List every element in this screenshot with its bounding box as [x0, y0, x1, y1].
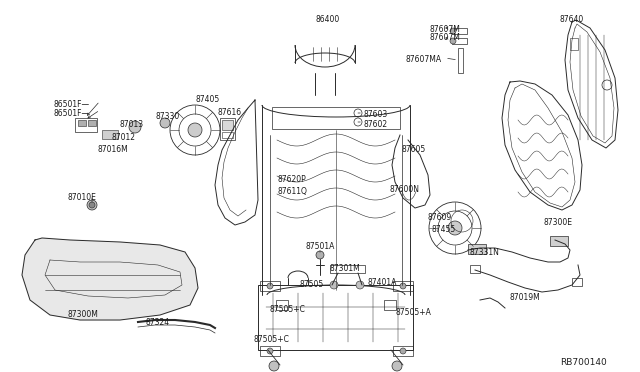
Text: 87455: 87455 — [432, 225, 456, 234]
Circle shape — [129, 121, 141, 133]
Bar — [393, 281, 413, 291]
Circle shape — [392, 361, 402, 371]
Circle shape — [316, 251, 324, 259]
Text: 87019M: 87019M — [510, 293, 541, 302]
Text: 87611Q: 87611Q — [278, 187, 308, 196]
Text: 87505+A: 87505+A — [395, 308, 431, 317]
Text: 87600N: 87600N — [390, 185, 420, 194]
Bar — [272, 107, 400, 129]
Bar — [220, 118, 235, 140]
Text: 86501F—: 86501F— — [53, 100, 89, 109]
Bar — [222, 132, 233, 138]
Text: 86501F—: 86501F— — [53, 109, 89, 118]
Text: 86400: 86400 — [315, 15, 339, 24]
Text: 87505+C: 87505+C — [270, 305, 306, 314]
Text: 87505+C: 87505+C — [253, 335, 289, 344]
Bar — [458, 48, 463, 73]
Text: 87620P: 87620P — [278, 175, 307, 184]
Text: 87324: 87324 — [145, 318, 169, 327]
Text: 87405: 87405 — [195, 95, 220, 104]
Text: 87603: 87603 — [363, 110, 387, 119]
Bar — [260, 346, 280, 356]
Bar — [384, 300, 396, 310]
Circle shape — [400, 283, 406, 289]
Text: 87505: 87505 — [300, 280, 324, 289]
Circle shape — [267, 283, 273, 289]
Circle shape — [450, 28, 456, 34]
Text: 87616: 87616 — [218, 108, 242, 117]
Bar — [570, 38, 578, 50]
Text: 87602: 87602 — [363, 120, 387, 129]
Circle shape — [448, 221, 462, 235]
Circle shape — [87, 200, 97, 210]
Circle shape — [356, 281, 364, 289]
Circle shape — [89, 202, 95, 208]
Bar — [276, 300, 288, 310]
Text: 87331N: 87331N — [470, 248, 500, 257]
Bar — [78, 120, 86, 126]
Circle shape — [269, 361, 279, 371]
Text: 87501A: 87501A — [305, 242, 334, 251]
Text: 87640: 87640 — [560, 15, 584, 24]
Bar — [258, 285, 413, 350]
Text: 87012: 87012 — [112, 133, 136, 142]
Bar — [75, 118, 97, 132]
Circle shape — [188, 123, 202, 137]
Text: 87330: 87330 — [155, 112, 179, 121]
Text: 87401A: 87401A — [368, 278, 397, 287]
Polygon shape — [22, 238, 198, 320]
Bar — [468, 244, 486, 254]
Text: 87013: 87013 — [120, 120, 144, 129]
Text: 87607MA: 87607MA — [405, 55, 441, 64]
Text: 87607M: 87607M — [430, 33, 461, 42]
Bar — [102, 130, 118, 139]
Bar — [470, 265, 480, 273]
Circle shape — [160, 118, 170, 128]
Circle shape — [330, 281, 338, 289]
Text: 87016M: 87016M — [98, 145, 129, 154]
Bar — [222, 120, 233, 130]
Text: RB700140: RB700140 — [560, 358, 607, 367]
Text: 87300M: 87300M — [68, 310, 99, 319]
Text: 87301M: 87301M — [330, 264, 361, 273]
Circle shape — [267, 348, 273, 354]
Bar — [260, 281, 280, 291]
Bar — [452, 28, 467, 34]
Text: 87010E: 87010E — [68, 193, 97, 202]
Bar — [330, 265, 365, 273]
Bar — [550, 236, 568, 246]
Bar — [393, 346, 413, 356]
Text: 87605: 87605 — [402, 145, 426, 154]
Circle shape — [400, 348, 406, 354]
Circle shape — [450, 38, 456, 44]
Bar — [88, 120, 96, 126]
Text: 87300E: 87300E — [543, 218, 572, 227]
Text: 87609: 87609 — [428, 213, 452, 222]
Bar — [572, 278, 582, 286]
Text: 87607M: 87607M — [430, 25, 461, 34]
Bar — [452, 38, 467, 44]
